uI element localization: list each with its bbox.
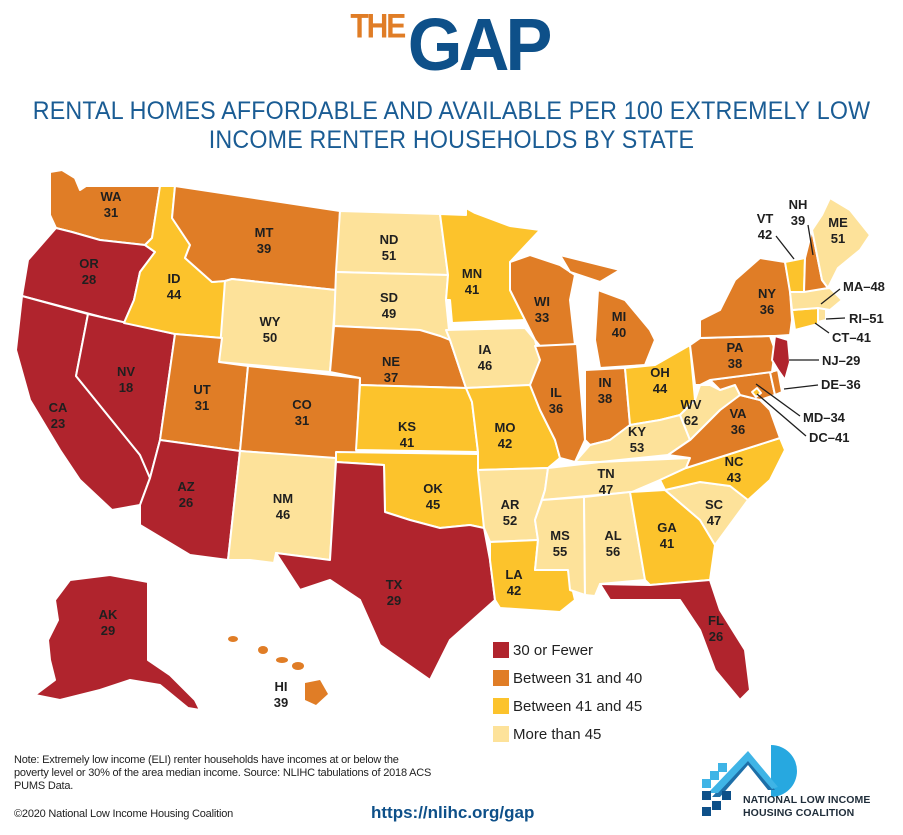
brand-gap: GAP: [408, 3, 553, 86]
state-WY: [218, 278, 337, 373]
legend-item: More than 45: [493, 720, 642, 748]
callout-MA: MA–48: [843, 279, 885, 294]
legend-swatch: [493, 642, 509, 658]
northeast-callouts: [755, 224, 846, 437]
state-NY: [699, 257, 793, 339]
legend-item: Between 31 and 40: [493, 664, 642, 692]
house-sun-icon: [702, 745, 797, 816]
state-labels: WA 31 OR 28 CA 23 NV 18 ID 44 MT 39 WY 50 UT 31 …: [49, 189, 848, 710]
source-note: Note: Extremely low income (ELI) renter …: [14, 754, 432, 792]
brand-the: THE: [350, 7, 406, 46]
state-CT: [791, 307, 819, 331]
legend: 30 or Fewer Between 31 and 40 Between 41…: [493, 636, 642, 748]
state-DE: [769, 369, 783, 396]
state-IL: [529, 343, 586, 463]
legend-label: Between 31 and 40: [513, 669, 643, 687]
legend-swatch: [493, 698, 509, 714]
state-KY: [574, 414, 691, 463]
gap-report-link[interactable]: https://nlihc.org/gap: [371, 803, 535, 822]
copyright: ©2020 National Low Income Housing Coalit…: [14, 808, 234, 820]
legend-label: More than 45: [513, 725, 602, 743]
nlihc-logo: NATIONAL LOW INCOME HOUSING COALITION: [700, 745, 900, 830]
nlihc-name: NATIONAL LOW INCOME HOUSING COALITION: [743, 794, 871, 819]
state-ME: [811, 197, 871, 289]
state-AK: [34, 574, 201, 711]
legend-swatch: [493, 670, 509, 686]
callout-RI: RI–51: [849, 311, 884, 326]
state-KS: [355, 384, 479, 453]
northeast-callout-labels: MA–48 RI–51 CT–41 NJ–29 DE–36 MD–34 DC–4…: [803, 279, 885, 445]
state-NJ: [771, 335, 791, 381]
state-HI: [228, 636, 328, 705]
title-line-2: INCOME RENTER HOUSEHOLDS BY STATE: [208, 126, 695, 154]
legend-item: 30 or Fewer: [493, 636, 642, 664]
callout-DE: DE–36: [821, 377, 861, 392]
legend-label: Between 41 and 45: [513, 697, 643, 715]
state-FL: [599, 579, 751, 701]
callout-MD: MD–34: [803, 410, 846, 425]
legend-label: 30 or Fewer: [513, 641, 594, 659]
title-line-1: RENTAL HOMES AFFORDABLE AND AVAILABLE PE…: [32, 97, 871, 125]
legend-swatch: [493, 726, 509, 742]
state-MA: [789, 287, 843, 311]
callout-NJ: NJ–29: [822, 353, 860, 368]
state-MI: [559, 254, 656, 369]
brand-logo-the-gap: THEGAP: [0, 2, 903, 88]
callout-CT: CT–41: [832, 330, 871, 345]
legend-item: Between 41 and 45: [493, 692, 642, 720]
state-TX: [275, 461, 496, 681]
callout-DC: DC–41: [809, 430, 849, 445]
chart-title: RENTAL HOMES AFFORDABLE AND AVAILABLE PE…: [32, 97, 872, 155]
state-shapes: [15, 169, 871, 711]
